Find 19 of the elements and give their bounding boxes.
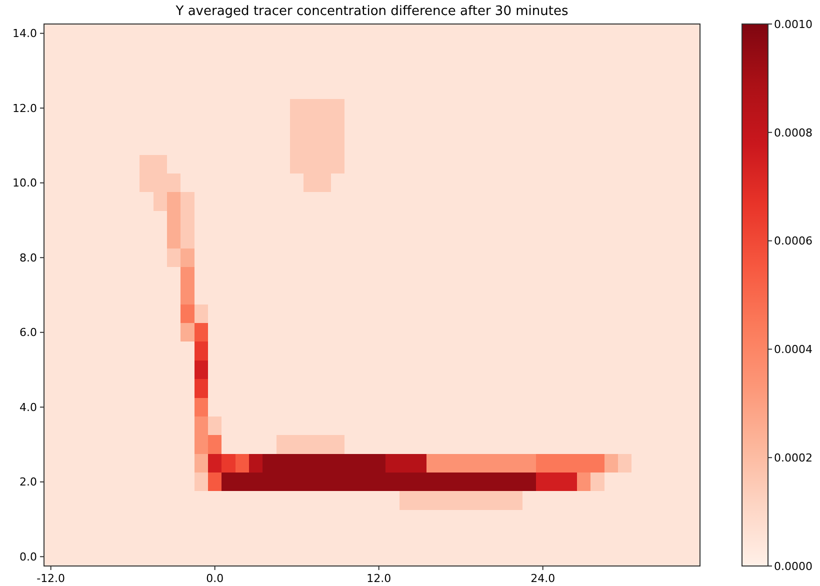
y-tick-label: 4.0 [20, 400, 37, 414]
color-bar-label: 0.0000 [774, 560, 812, 573]
y-tick-label: 6.0 [20, 326, 37, 340]
y-tick-label: 14.0 [12, 27, 37, 40]
x-tick-label: 0.0 [206, 572, 224, 585]
color-bar-label: 0.0008 [774, 126, 812, 140]
x-tick-label: 24.0 [530, 572, 556, 585]
y-tick-label: 2.0 [20, 476, 37, 489]
color-bar-label: 0.0006 [774, 234, 812, 248]
x-tick-label: -12.0 [36, 572, 66, 585]
x-tick-label: 12.0 [366, 572, 392, 585]
color-bar-label: 0.0002 [774, 451, 812, 464]
chart-title: Y averaged tracer concentration difference after 30 minutes [174, 4, 568, 19]
y-tick-label: 0.0 [20, 550, 37, 564]
y-tick-label: 8.0 [20, 251, 37, 264]
color-bar-label: 0.0004 [774, 343, 812, 356]
y-tick-label: 10.0 [12, 176, 37, 190]
color-bar-label: 0.0010 [774, 18, 812, 31]
y-tick-label: 12.0 [12, 102, 37, 115]
